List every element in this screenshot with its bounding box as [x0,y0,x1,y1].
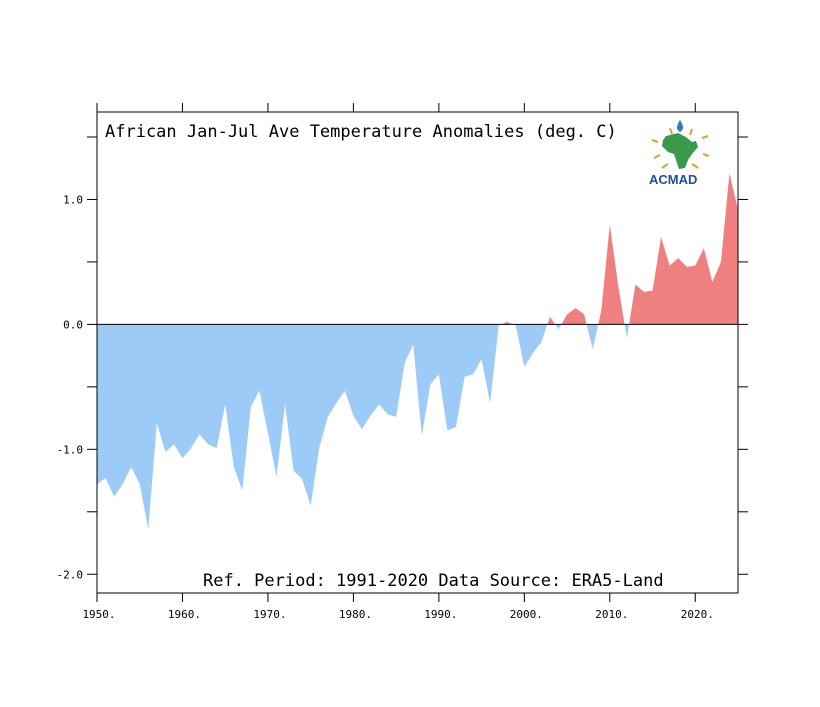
africa-map-icon [662,133,698,169]
plot-frame [96,111,739,594]
anomaly-area-layer [97,173,738,530]
y-tick-label-0: 0.0 [63,318,83,331]
logo-text: ACMAD [649,172,697,187]
chart-title: African Jan-Jul Ave Temperature Anomalie… [105,122,617,142]
x-tick-label-1990: 1990. [424,608,457,621]
positive-anomaly-area-7 [598,224,625,325]
negative-anomaly-area-2 [512,324,548,367]
positive-anomaly-area-5 [561,308,587,325]
x-tick-label-1980: 1980. [339,608,372,621]
axis-tick-labels: 1950. 1960. 1970. 1980. 1990. 2000. 2010. 2020.… [57,193,714,621]
y-tick-label--1: -1.0 [57,443,84,456]
acmad-logo: ACMAD [649,120,710,187]
positive-anomaly-area-9 [629,173,738,325]
y-tick-label-1: 1.0 [63,193,83,206]
negative-anomaly-area-8 [624,324,630,339]
water-drop-icon [677,120,683,132]
x-tick-label-2000: 2000. [510,608,543,621]
positive-anomaly-area-1 [501,321,513,325]
chart-footnote: Ref. Period: 1991-2020 Data Source: ERA5… [203,571,664,591]
x-tick-label-1960: 1960. [168,608,201,621]
negative-anomaly-area-4 [555,324,562,330]
axis-ticks [87,103,748,602]
x-tick-label-2010: 2010. [595,608,628,621]
negative-anomaly-area-6 [586,324,599,350]
negative-anomaly-area-0 [97,324,502,530]
positive-anomaly-area-3 [547,316,556,325]
x-tick-label-2020: 2020. [681,608,714,621]
x-tick-label-1970: 1970. [253,608,286,621]
y-tick-label--2: -2.0 [57,568,84,581]
x-tick-label-1950: 1950. [82,608,115,621]
sun-ray-icon [651,127,710,169]
